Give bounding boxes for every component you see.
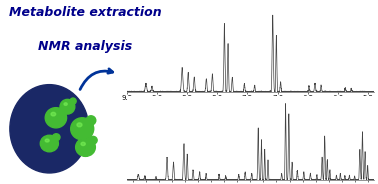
Text: Metabolite extraction: Metabolite extraction — [9, 6, 162, 19]
Ellipse shape — [51, 112, 56, 116]
Ellipse shape — [60, 106, 68, 114]
Ellipse shape — [70, 98, 76, 104]
Ellipse shape — [71, 118, 94, 140]
Ellipse shape — [81, 142, 85, 146]
Ellipse shape — [64, 103, 67, 105]
Ellipse shape — [86, 116, 96, 125]
Ellipse shape — [76, 138, 95, 156]
Ellipse shape — [53, 134, 60, 141]
Text: NMR analysis: NMR analysis — [39, 40, 133, 54]
Ellipse shape — [89, 136, 97, 144]
Ellipse shape — [77, 123, 82, 127]
Ellipse shape — [45, 139, 49, 142]
Ellipse shape — [45, 108, 67, 128]
Circle shape — [10, 85, 89, 173]
Ellipse shape — [40, 135, 58, 152]
Ellipse shape — [60, 99, 75, 114]
